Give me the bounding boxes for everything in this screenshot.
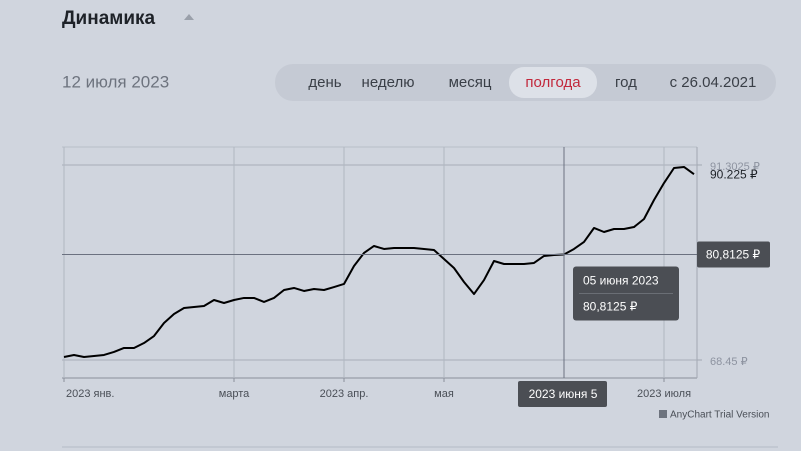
y-tick-label: 91.3025 ₽ [710,161,760,173]
period-option[interactable]: день [308,74,341,91]
period-option[interactable]: неделю [362,74,415,91]
crosshair-x-box [518,381,607,407]
section-title: Динамика [62,8,156,29]
price-line [63,165,695,359]
current-date: 12 июля 2023 [62,72,169,91]
period-option[interactable]: с 26.04.2021 [670,74,757,91]
x-tick-label: 2023 июля [637,388,691,400]
period-options: день неделю месяц полгода год с 26.04.2021 [308,67,756,98]
period-option[interactable]: полгода [525,74,581,91]
collapse-caret[interactable] [184,14,194,20]
crosshair-x-label: 2023 июня 5 [529,387,598,401]
credit-icon [659,410,667,418]
chart: 68.45 ₽ 91.3025 ₽ 2023 янв. марта 2023 апр. м… [62,146,770,421]
x-tick-label: 2023 янв. [66,388,114,400]
period-option[interactable]: месяц [449,74,492,91]
period-active-bg [509,67,597,98]
tooltip-value: 80,8125 ₽ [583,300,638,314]
x-tick-label: мая [434,388,454,400]
period-option[interactable]: год [615,74,637,91]
crosshair-y-label: 80,8125 ₽ [706,248,761,262]
crosshair-y-box [697,241,770,268]
y-tick-label: 68.45 ₽ [710,356,748,368]
x-tick-label: 2023 апр. [320,388,369,400]
x-tick-label: марта [219,388,250,400]
tooltip-title: 05 июня 2023 [583,274,659,288]
last-value-label: 90.225 ₽ [710,167,758,181]
credit: AnyChart Trial Version [670,410,770,421]
